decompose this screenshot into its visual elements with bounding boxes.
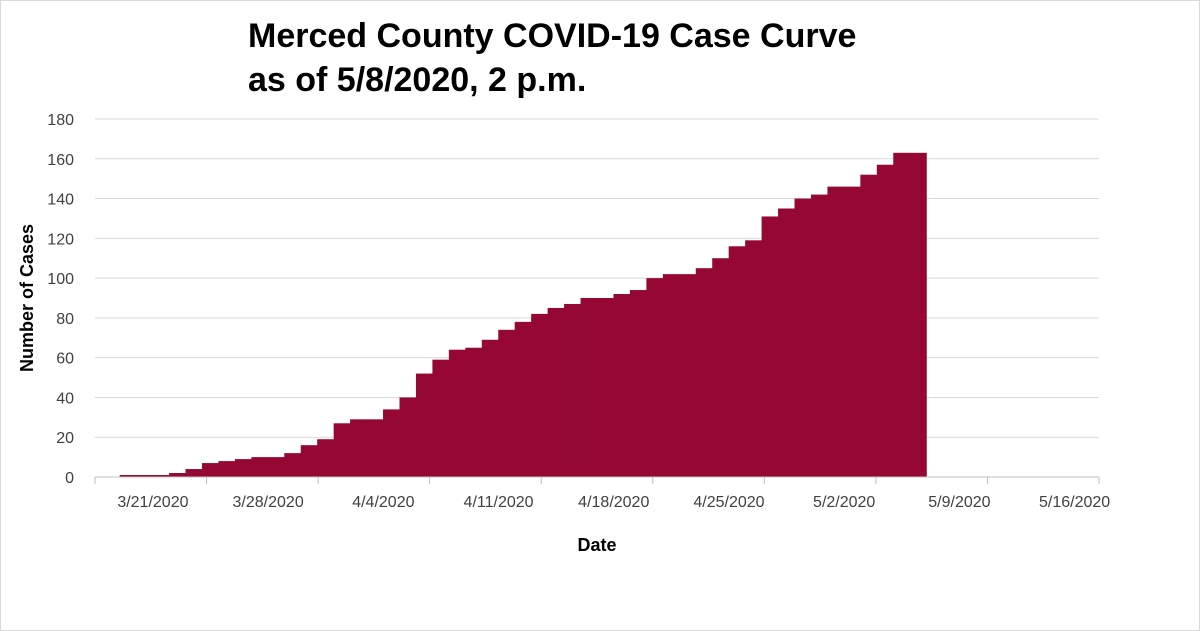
case-bar <box>564 303 582 477</box>
y-tick-label: 80 <box>56 311 74 328</box>
case-area <box>119 152 927 478</box>
case-bar <box>136 475 154 477</box>
case-bar <box>695 268 713 477</box>
case-bar <box>580 298 598 477</box>
case-bar <box>794 198 812 477</box>
y-tick-label: 120 <box>47 231 74 248</box>
case-bar <box>597 298 615 477</box>
x-axis: 3/21/2020 3/28/2020 4/4/2020 4/11/2020 4/18/… <box>94 476 1110 511</box>
y-tick-label: 160 <box>47 152 74 169</box>
y-tick-label: 100 <box>47 271 74 288</box>
x-tick-label: 5/2/2020 <box>813 494 875 511</box>
x-tick-label: 5/16/2020 <box>1039 494 1110 511</box>
case-bar <box>893 152 911 477</box>
case-bar <box>761 216 779 477</box>
x-tick-label: 4/4/2020 <box>352 494 414 511</box>
case-bar <box>185 469 203 477</box>
case-bar <box>712 258 730 477</box>
case-bar <box>415 373 434 477</box>
case-bar <box>728 246 746 477</box>
y-axis-title: Number of Cases <box>17 224 37 372</box>
chart-subtitle: as of 5/8/2020, 2 p.m. <box>248 61 587 99</box>
y-tick-label: 60 <box>56 351 74 368</box>
case-bar <box>662 274 680 477</box>
case-bar <box>201 463 220 477</box>
case-bar <box>218 461 236 477</box>
case-bar <box>366 419 384 477</box>
case-bar <box>745 240 763 477</box>
case-bar <box>169 473 187 477</box>
x-tick-label: 3/21/2020 <box>117 494 188 511</box>
case-bar <box>909 152 927 477</box>
case-bar <box>399 397 417 477</box>
case-bar <box>629 290 647 477</box>
case-bar <box>300 445 318 477</box>
y-axis-ticks: 0 20 40 60 80 100 120 140 160 180 <box>47 112 74 487</box>
case-bar <box>810 194 829 477</box>
y-tick-label: 40 <box>56 390 74 407</box>
chart-title: Merced County COVID-19 Case Curve <box>248 17 857 55</box>
case-bar <box>547 307 565 477</box>
case-bar <box>234 459 252 477</box>
case-bar <box>350 419 368 477</box>
case-bar <box>448 349 466 477</box>
x-tick-label: 4/18/2020 <box>578 494 649 511</box>
case-bar <box>251 457 269 477</box>
case-bar <box>646 278 664 477</box>
y-tick-label: 20 <box>56 430 74 447</box>
x-axis-title: Date <box>577 535 616 555</box>
case-bar <box>317 439 335 477</box>
y-tick-label: 140 <box>47 192 74 209</box>
case-bar <box>843 186 861 477</box>
x-tick-label: 5/9/2020 <box>928 494 990 511</box>
chart-title-block: Merced County COVID-19 Case Curve as of … <box>248 14 856 102</box>
case-bar <box>531 313 549 477</box>
case-bar <box>876 164 894 478</box>
case-bar <box>778 208 796 477</box>
case-bar <box>119 475 137 477</box>
case-bar <box>267 457 285 477</box>
case-bar <box>152 475 170 477</box>
case-bar <box>860 174 878 477</box>
case-bar <box>465 347 483 477</box>
case-bar <box>679 274 697 477</box>
case-bar <box>284 453 302 477</box>
x-tick-label: 3/28/2020 <box>233 494 304 511</box>
case-bar <box>514 321 532 477</box>
case-bar <box>498 329 516 477</box>
case-bar <box>827 186 845 477</box>
case-bar <box>333 423 351 477</box>
x-tick-label: 4/25/2020 <box>693 494 764 511</box>
y-tick-label: 180 <box>47 112 74 129</box>
case-bar <box>613 294 631 477</box>
x-tick-label: 4/11/2020 <box>464 494 534 511</box>
y-tick-label: 0 <box>65 470 74 487</box>
case-bar <box>383 409 401 477</box>
case-bar <box>481 339 499 477</box>
case-bar <box>432 359 450 477</box>
